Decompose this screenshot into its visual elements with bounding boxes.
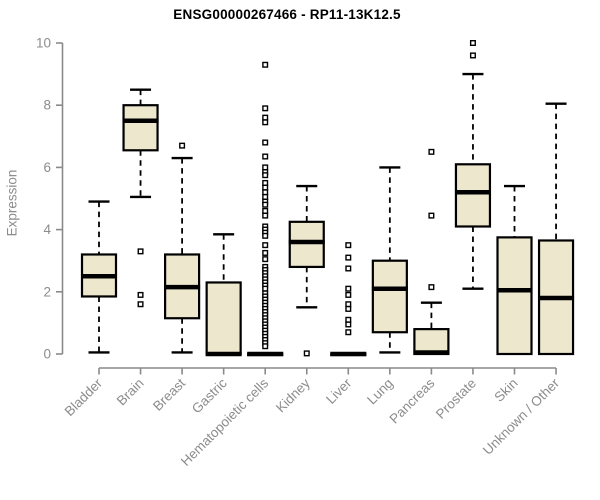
y-tick-label: 10 xyxy=(36,36,51,51)
box xyxy=(205,281,242,356)
box-group-breast xyxy=(164,142,201,354)
outlier-point xyxy=(262,189,269,196)
box-group-prostate xyxy=(454,40,492,290)
box-group-brain xyxy=(122,88,159,308)
outlier-point xyxy=(262,212,269,219)
x-category-label: Liver xyxy=(323,375,355,407)
outlier-point xyxy=(345,242,352,249)
outlier-point xyxy=(262,61,269,68)
outlier-point xyxy=(262,179,269,186)
outlier-point xyxy=(262,139,269,146)
outlier-point xyxy=(137,248,144,255)
outlier-point xyxy=(262,172,269,179)
y-tick-label: 0 xyxy=(43,347,51,362)
outlier-point xyxy=(262,201,269,208)
outlier-point xyxy=(262,105,269,112)
outlier-point xyxy=(262,164,269,171)
box-group-hematopoietic-cells xyxy=(247,61,284,357)
outlier-point xyxy=(179,142,186,149)
outlier-point xyxy=(262,232,269,239)
x-category-label: Lung xyxy=(364,376,396,408)
box xyxy=(371,259,408,334)
outlier-point xyxy=(262,119,269,126)
box-group-gastric xyxy=(205,233,242,357)
outlier-point xyxy=(469,40,476,47)
outlier-point xyxy=(262,285,269,292)
y-tick-label: 8 xyxy=(43,98,51,113)
box xyxy=(288,220,325,269)
box-group-bladder xyxy=(80,200,118,354)
box xyxy=(454,163,492,228)
chart-title: ENSG00000267466 - RP11-13K12.5 xyxy=(173,7,401,22)
outlier-point xyxy=(345,285,352,292)
outlier-point xyxy=(428,212,435,219)
outlier-point xyxy=(345,321,352,328)
box-group-liver xyxy=(330,242,367,357)
outlier-point xyxy=(262,249,269,256)
x-category-label: Unknown / Other xyxy=(480,375,563,458)
outlier-point xyxy=(262,114,269,121)
outlier-point xyxy=(303,350,310,357)
y-tick-label: 6 xyxy=(43,160,51,175)
x-category-label: Brain xyxy=(114,376,147,409)
box-group-lung xyxy=(371,166,408,354)
box-group-unknown-other xyxy=(537,102,575,356)
outlier-point xyxy=(262,256,269,263)
x-category-label: Skin xyxy=(491,376,520,405)
x-category-label: Bladder xyxy=(62,375,106,419)
outlier-point xyxy=(469,52,476,59)
x-category-label: Breast xyxy=(150,375,188,413)
outlier-point xyxy=(345,329,352,336)
outlier-point xyxy=(262,184,269,191)
y-tick-label: 4 xyxy=(43,222,51,237)
outlier-point xyxy=(428,284,435,291)
outlier-point xyxy=(345,291,352,298)
outlier-point xyxy=(262,207,269,214)
x-category-label: Gastric xyxy=(189,375,230,416)
outlier-point xyxy=(137,301,144,308)
outlier-point xyxy=(345,305,352,312)
outlier-point xyxy=(345,265,352,272)
outlier-point xyxy=(262,153,269,160)
x-category-label: Pancreas xyxy=(387,375,438,426)
outlier-point xyxy=(345,254,352,261)
outlier-point xyxy=(137,291,144,298)
outlier-point xyxy=(428,148,435,155)
outlier-point xyxy=(262,343,269,350)
box-group-kidney xyxy=(288,184,325,357)
outlier-point xyxy=(345,301,352,308)
outlier-point xyxy=(262,193,269,200)
y-tick-label: 2 xyxy=(43,284,51,299)
y-axis-title: Expression xyxy=(4,169,20,237)
x-category-label: Kidney xyxy=(273,375,313,415)
outlier-point xyxy=(262,242,269,249)
x-category-label: Prostate xyxy=(433,376,479,422)
outlier-point xyxy=(345,316,352,323)
box xyxy=(496,236,533,356)
box xyxy=(122,104,159,152)
box-group-skin xyxy=(496,184,533,356)
box-group-pancreas xyxy=(413,148,450,356)
